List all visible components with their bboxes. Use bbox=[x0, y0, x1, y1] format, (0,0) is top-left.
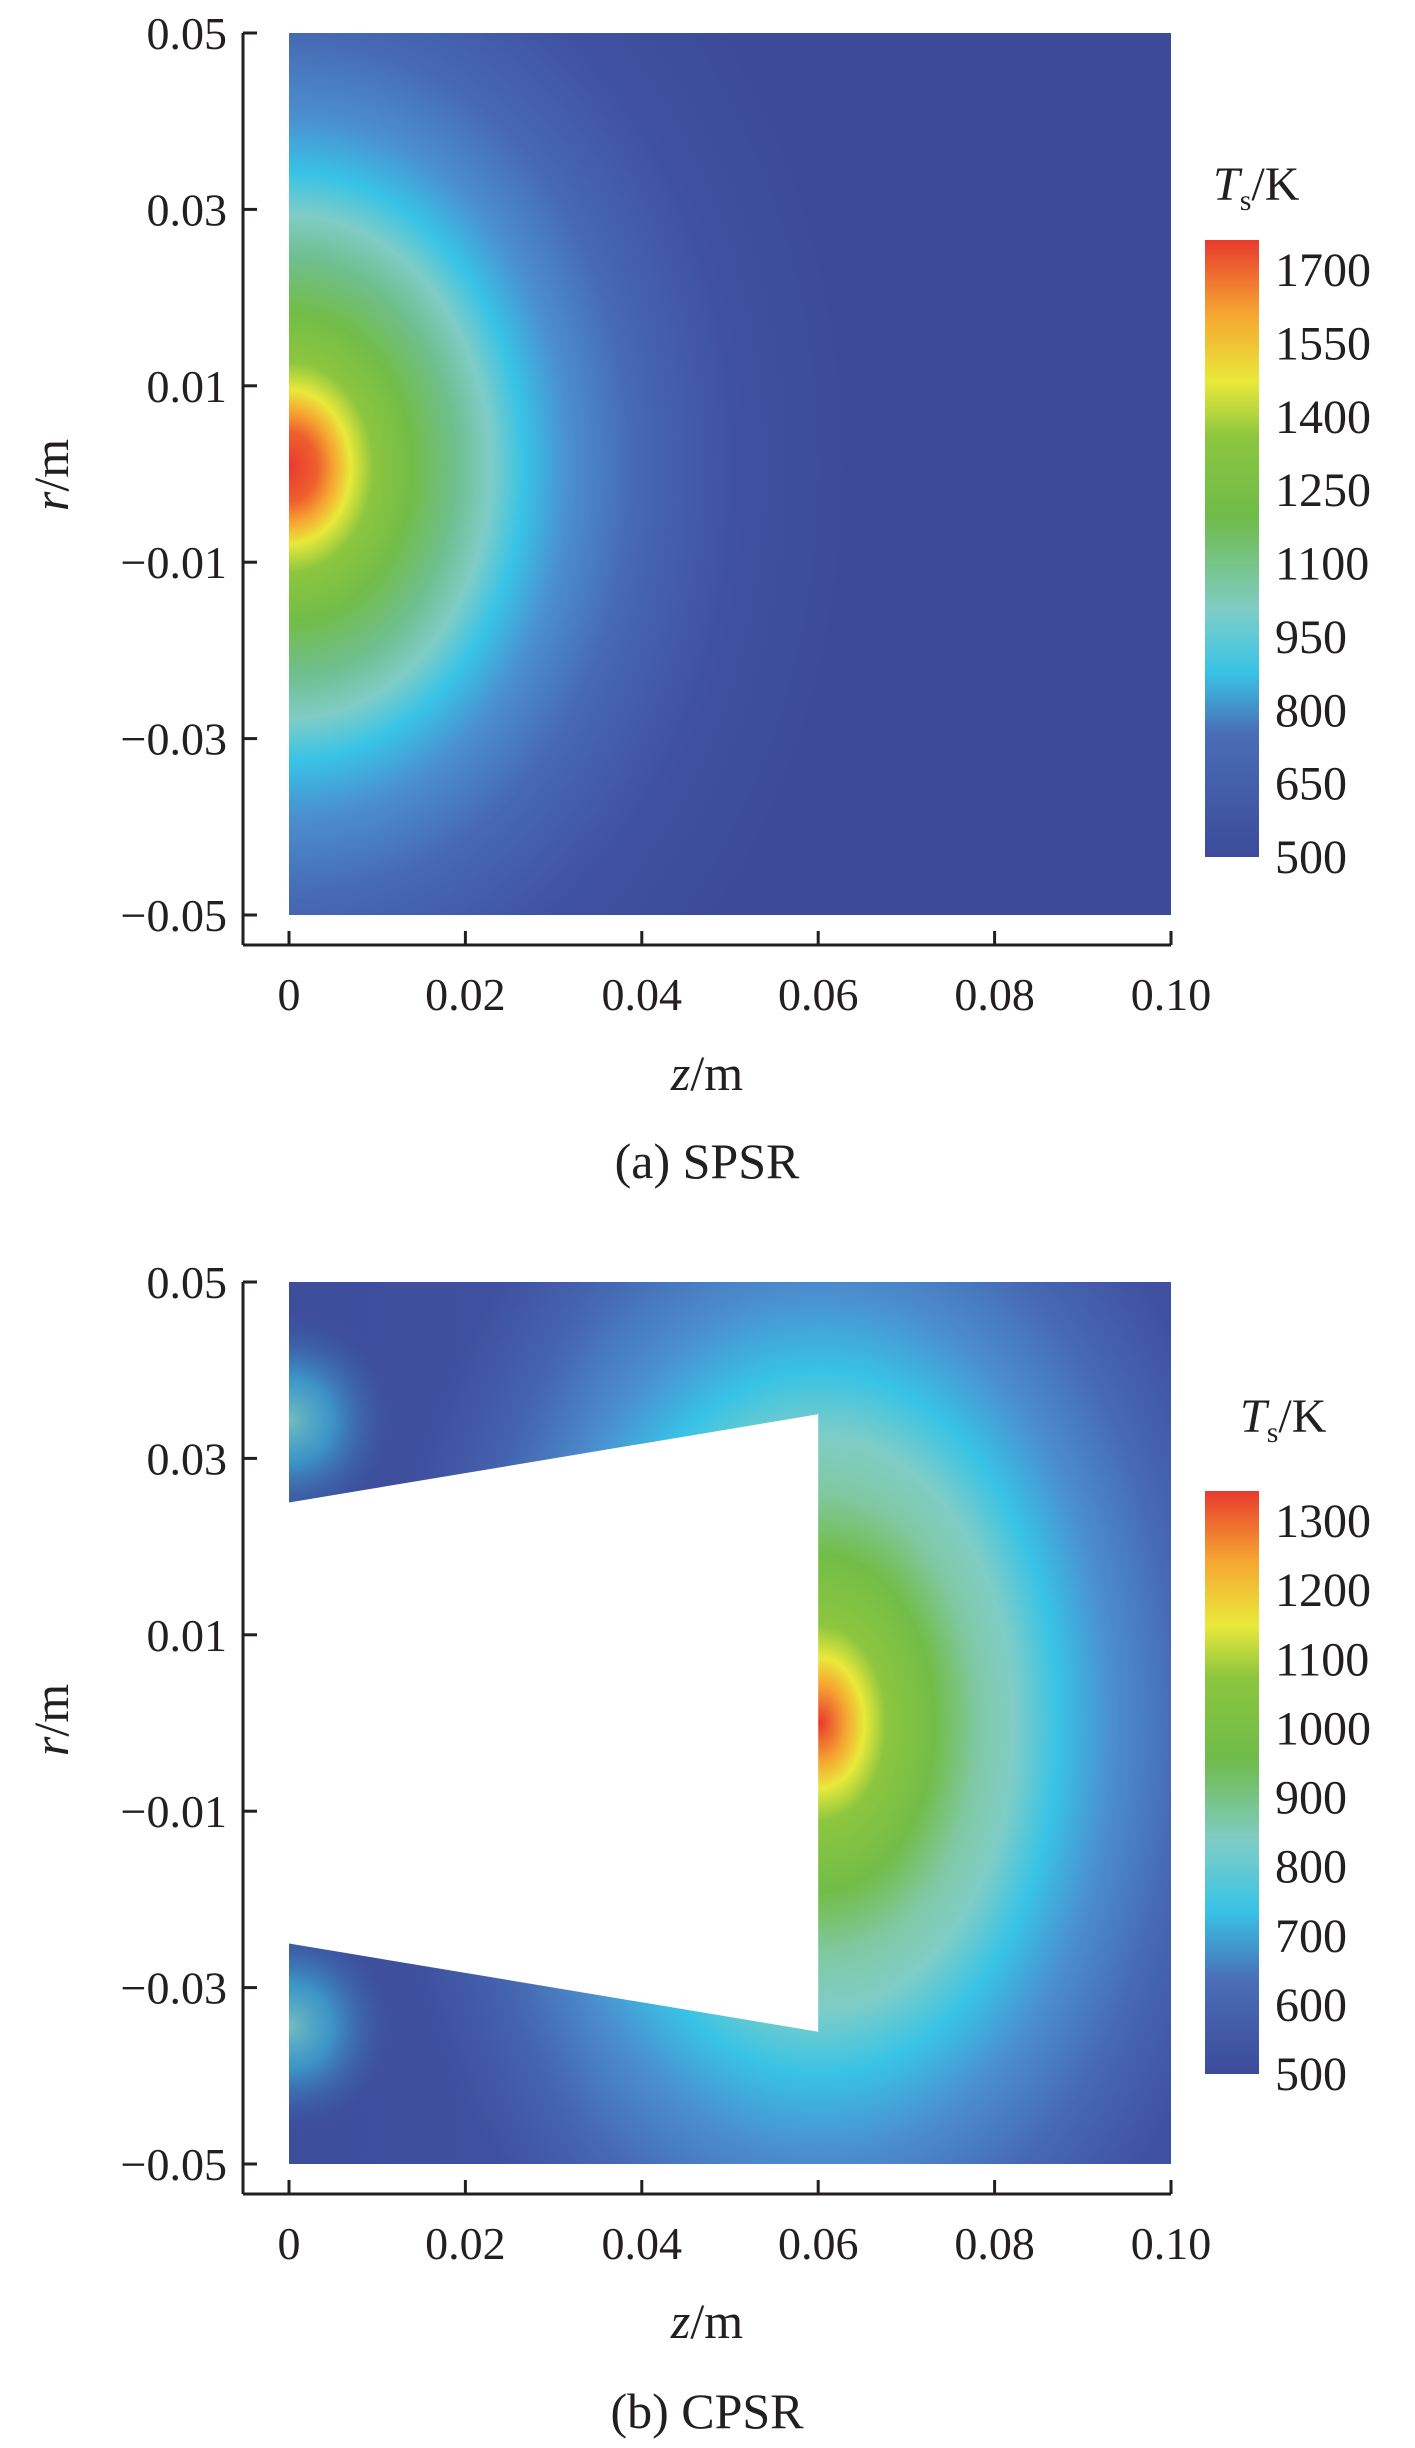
colorbar-b-ticks: 1300 1200 1100 1000 900 800 700 600 500 bbox=[1275, 1495, 1371, 2101]
colorbar-tick-label: 950 bbox=[1275, 611, 1347, 664]
colorbar-a-ramp bbox=[1205, 240, 1259, 857]
colorbar-tick-label: 900 bbox=[1275, 1772, 1347, 1825]
ticks-a: 0 0.02 0.04 0.06 0.08 0.10 0.05 0.03 0.01 −0.01 −0… bbox=[121, 8, 1212, 1020]
colorbar-tick-label: 1100 bbox=[1275, 538, 1369, 591]
y-tick-label: 0.01 bbox=[147, 1610, 228, 1661]
heatmap-a bbox=[289, 33, 1171, 915]
y-tick-label: −0.03 bbox=[121, 714, 227, 765]
x-tick-label: 0.08 bbox=[954, 2218, 1035, 2269]
x-tick-label: 0.02 bbox=[425, 969, 506, 1020]
x-tick-label: 0.04 bbox=[602, 969, 683, 1020]
x-axis-label-a: z/m bbox=[670, 1045, 743, 1101]
colorbar-tick-label: 700 bbox=[1275, 1910, 1347, 1963]
colorbar-title-a: Ts/K bbox=[1213, 158, 1300, 217]
x-tick-label: 0.06 bbox=[778, 2218, 859, 2269]
x-tick-label: 0.08 bbox=[954, 969, 1035, 1020]
x-tick-label: 0.10 bbox=[1131, 2218, 1212, 2269]
x-tick-label: 0.04 bbox=[602, 2218, 683, 2269]
colorbar-tick-label: 1700 bbox=[1275, 244, 1371, 297]
x-tick-label: 0.02 bbox=[425, 2218, 506, 2269]
colorbar-tick-label: 1400 bbox=[1275, 391, 1371, 444]
colorbar-tick-label: 1200 bbox=[1275, 1564, 1371, 1617]
colorbar-tick-label: 500 bbox=[1275, 831, 1347, 884]
x-axis-label-b: z/m bbox=[670, 2293, 743, 2349]
colorbar-b-ramp bbox=[1205, 1491, 1259, 2074]
x-tick-label: 0.06 bbox=[778, 969, 859, 1020]
panel-a: 0 0.02 0.04 0.06 0.08 0.10 0.05 0.03 0.01 −0.01 −0… bbox=[23, 8, 1371, 1189]
colorbar-tick-label: 1000 bbox=[1275, 1702, 1371, 1755]
y-tick-label: −0.05 bbox=[121, 2139, 227, 2190]
x-tick-label: 0.10 bbox=[1131, 969, 1212, 1020]
colorbar-tick-label: 650 bbox=[1275, 758, 1347, 811]
obstacle-b bbox=[289, 1414, 819, 2032]
colorbar-b: Ts/K 1300 1200 1100 1000 900 800 700 600 500 bbox=[1205, 1390, 1371, 2101]
panel-b: 0 0.02 0.04 0.06 0.08 0.10 0.05 0.03 0.01 −0.01 −0… bbox=[23, 1257, 1371, 2439]
y-tick-label: 0.05 bbox=[147, 1257, 228, 1308]
y-tick-label: −0.01 bbox=[121, 537, 227, 588]
y-tick-label: −0.01 bbox=[121, 1786, 227, 1837]
y-tick-label: −0.05 bbox=[121, 890, 227, 941]
colorbar-tick-label: 800 bbox=[1275, 1841, 1347, 1894]
colorbar-tick-label: 1100 bbox=[1275, 1633, 1369, 1686]
y-axis-label-b: r/m bbox=[23, 1684, 79, 1756]
x-tick-label: 0 bbox=[278, 969, 301, 1020]
y-tick-label: 0.05 bbox=[147, 8, 228, 59]
y-axis-label-a: r/m bbox=[23, 439, 79, 511]
colorbar-tick-label: 1550 bbox=[1275, 317, 1371, 370]
colorbar-tick-label: 600 bbox=[1275, 1979, 1347, 2032]
ticks-b: 0 0.02 0.04 0.06 0.08 0.10 0.05 0.03 0.01 −0.01 −0… bbox=[121, 1257, 1212, 2269]
y-tick-label: −0.03 bbox=[121, 1963, 227, 2014]
heatmap-b-hotspot-top bbox=[289, 1310, 399, 1530]
caption-b: (b) CPSR bbox=[610, 2383, 804, 2439]
colorbar-a-ticks: 1700 1550 1400 1250 1100 950 800 650 500 bbox=[1275, 244, 1371, 884]
colorbar-tick-label: 1300 bbox=[1275, 1495, 1371, 1548]
caption-a: (a) SPSR bbox=[615, 1133, 800, 1189]
heatmap-a-field bbox=[289, 33, 1171, 915]
colorbar-tick-label: 1250 bbox=[1275, 464, 1371, 517]
colorbar-a: Ts/K 1700 1550 1400 1250 1100 950 800 650 500 bbox=[1205, 158, 1371, 884]
y-tick-label: 0.03 bbox=[147, 184, 228, 235]
x-tick-label: 0 bbox=[278, 2218, 301, 2269]
y-tick-label: 0.01 bbox=[147, 361, 228, 412]
colorbar-title-b: Ts/K bbox=[1240, 1390, 1327, 1449]
colorbar-tick-label: 800 bbox=[1275, 684, 1347, 737]
heatmap-b bbox=[289, 1282, 1171, 2164]
colorbar-tick-label: 500 bbox=[1275, 2048, 1347, 2101]
heatmap-b-hotspot-bottom bbox=[289, 1916, 399, 2136]
y-tick-label: 0.03 bbox=[147, 1433, 228, 1484]
